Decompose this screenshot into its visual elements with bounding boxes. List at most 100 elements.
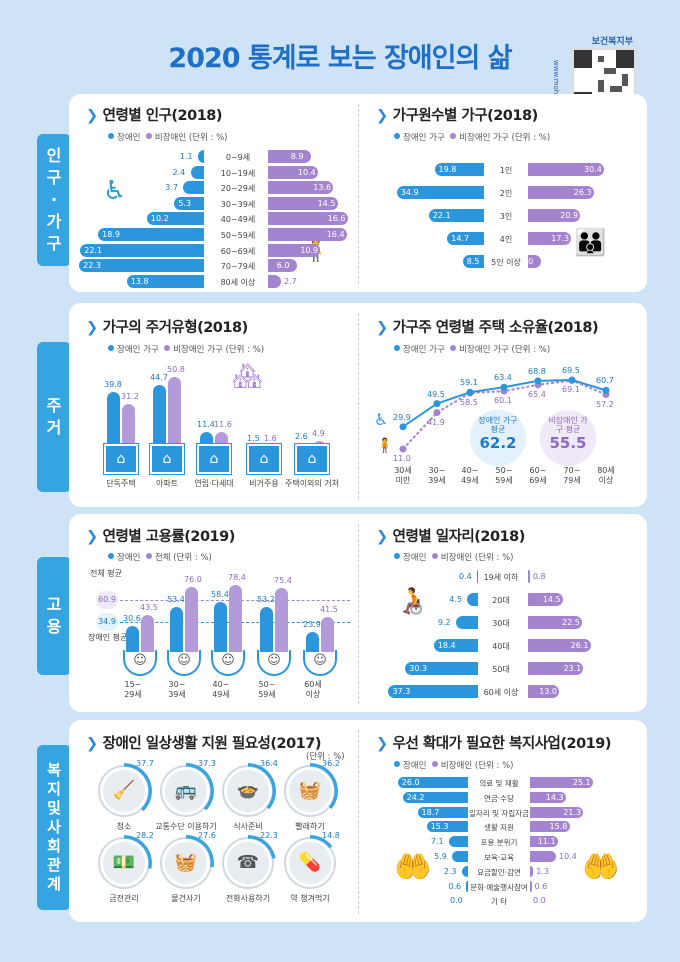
category-label: 50대 xyxy=(492,665,510,674)
value-label: 10.9 xyxy=(300,245,319,255)
average-label: 비장애인 가구 평균 xyxy=(548,416,588,434)
family-icon: 👪 xyxy=(574,228,607,258)
category-label: 80세 이상 xyxy=(597,466,615,485)
category-label: 1인 xyxy=(499,166,513,175)
value-label: 50.8 xyxy=(167,364,185,374)
value-label: 75.4 xyxy=(274,575,292,585)
value-label: 0.6 xyxy=(534,881,548,891)
value-label: 26.1 xyxy=(570,641,589,650)
bar-non-disabled xyxy=(528,662,584,675)
bar-non-disabled xyxy=(268,243,321,257)
data-point xyxy=(433,409,441,417)
value-label: 2.6 xyxy=(295,432,308,442)
value-label: 20.9 xyxy=(560,211,579,220)
bar-disabled xyxy=(462,255,484,268)
category-label: 연금·수당 xyxy=(484,793,514,803)
bar-disabled xyxy=(452,851,468,862)
category-label: 기 타 xyxy=(490,897,508,907)
legend-household: 장애인 가구 비장애인 가구 (단위 : %) xyxy=(394,131,550,143)
housing-icon: ⌂ xyxy=(197,444,231,474)
value-label: 2.7 xyxy=(283,276,297,286)
chart-title-ownership: ❯ 가구주 연령별 주택 소유율(2018) xyxy=(376,320,599,336)
category-label: 약 챙겨먹기 xyxy=(290,894,330,903)
person-icon: 🧍 xyxy=(376,438,394,454)
bar-disabled xyxy=(306,631,319,652)
chart-title-housing-type: ❯ 가구의 주거유형(2018) xyxy=(86,320,248,336)
value-label: 10.4 xyxy=(297,167,316,177)
progress-ring xyxy=(96,763,152,819)
value-label: 11.1 xyxy=(537,837,556,847)
bar-disabled xyxy=(190,165,204,179)
value-label: 26.3 xyxy=(573,188,592,197)
value-label: 14.5 xyxy=(542,595,561,604)
category-label: 보육·교육 xyxy=(484,853,514,862)
category-label: 30대 xyxy=(492,619,510,628)
bar-non-disabled xyxy=(528,209,581,222)
category-label: 물건사기 xyxy=(171,894,201,903)
houses-icon: 🏘 xyxy=(232,362,263,390)
bar-non-disabled xyxy=(321,616,334,652)
category-label: 20대 xyxy=(492,596,510,605)
value-label: 11.4 xyxy=(197,420,215,430)
category-label: 5인 이상 xyxy=(491,258,521,267)
bar-non-disabled xyxy=(268,165,318,179)
person-icon: ☺ xyxy=(257,650,291,676)
value-label: 11.0 xyxy=(393,454,411,464)
bar-disabled xyxy=(80,243,204,257)
bar-disabled xyxy=(126,625,139,652)
category-label: 생활 지원 xyxy=(484,823,514,833)
value-label: 31.2 xyxy=(121,392,139,402)
bar-disabled xyxy=(146,212,204,226)
bar-non-disabled xyxy=(528,685,560,698)
category-label: 40~ 49세 xyxy=(461,466,479,485)
bar-disabled xyxy=(98,228,204,241)
value-label: 30.4 xyxy=(584,165,602,174)
progress-ring xyxy=(158,835,214,891)
bar-non-disabled xyxy=(530,880,532,892)
category-label: 20~29세 xyxy=(220,184,256,194)
value-label: 1.3 xyxy=(536,866,549,876)
value-label: 41.9 xyxy=(427,417,445,427)
value-label: 60.7 xyxy=(596,376,614,386)
chart-title-jobs: ❯ 연령별 일자리(2018) xyxy=(376,529,525,545)
value-label: 53.2 xyxy=(257,594,275,604)
bar-disabled xyxy=(466,880,468,892)
bar-non-disabled xyxy=(530,791,566,803)
value-label: 21.3 xyxy=(563,807,582,817)
category-label: 요금할인·감면 xyxy=(477,867,521,877)
bar-non-disabled xyxy=(122,404,135,448)
category-label: 30세 미만 xyxy=(394,466,412,485)
value-label: 28.2 xyxy=(136,831,154,840)
value-label: 68.8 xyxy=(528,366,546,376)
progress-ring xyxy=(158,763,214,819)
ministry-logo: 보건복지부 xyxy=(591,37,633,47)
category-label: 60세 이상 xyxy=(483,688,519,697)
category-label: 40대 xyxy=(492,642,510,651)
value-label: 22.1 xyxy=(432,211,451,220)
value-label: 23.9 xyxy=(303,619,321,629)
housing-icon: ⌂ xyxy=(104,444,138,474)
category-label: 포용 분위기 xyxy=(480,838,518,848)
value-label: 10.4 xyxy=(559,852,577,861)
bar-non-disabled xyxy=(530,865,534,877)
value-label: 22.3 xyxy=(83,261,101,271)
bar-non-disabled xyxy=(530,777,593,788)
category-label: 19세 이하 xyxy=(483,573,519,582)
bar-non-disabled xyxy=(268,150,311,163)
category-label: 40~ 49세 xyxy=(212,680,230,699)
category-label: 50~59세 xyxy=(220,231,256,240)
average-value: 55.5 xyxy=(549,434,587,452)
bar-non-disabled xyxy=(141,615,154,652)
housing-icon: ⌂ xyxy=(150,444,184,474)
value-label: 1.1 xyxy=(179,152,193,161)
value-label: 25.1 xyxy=(572,778,591,787)
category-label: 50~ 59세 xyxy=(495,466,513,485)
value-label: 19.8 xyxy=(438,165,457,174)
value-label: 41.5 xyxy=(320,604,338,614)
category-label: 빨래하기 xyxy=(295,822,325,831)
bar-non-disabled xyxy=(268,212,348,226)
bar-disabled xyxy=(170,606,183,652)
value-label: 63.4 xyxy=(494,373,512,383)
value-label: 59.1 xyxy=(460,378,478,388)
